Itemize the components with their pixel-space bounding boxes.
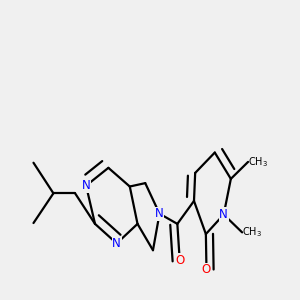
Text: O: O (202, 263, 211, 276)
Text: CH$_3$: CH$_3$ (248, 155, 268, 169)
Text: O: O (175, 254, 184, 267)
Text: CH$_3$: CH$_3$ (242, 226, 262, 239)
Text: N: N (219, 208, 228, 221)
Text: N: N (82, 179, 91, 192)
Text: N: N (155, 207, 164, 220)
Text: N: N (112, 237, 121, 250)
